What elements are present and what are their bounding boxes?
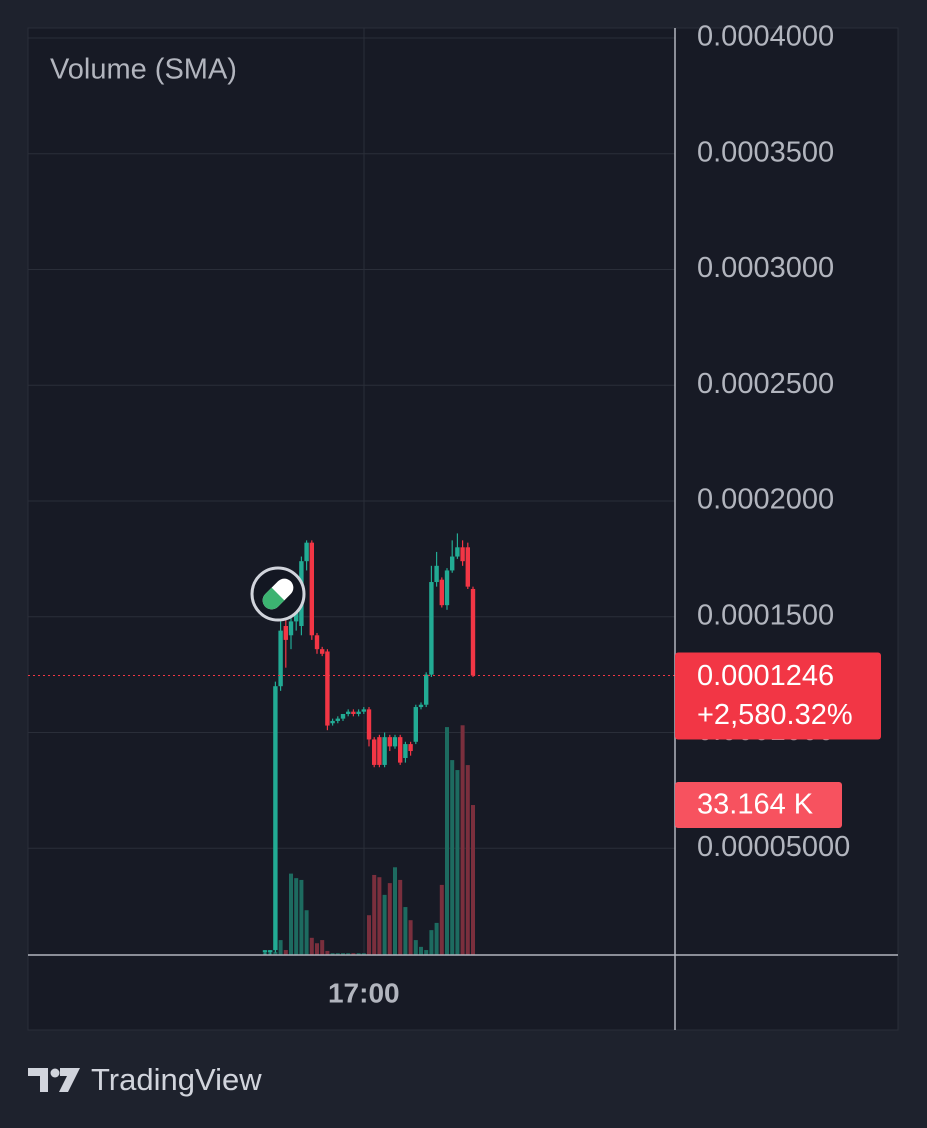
volume-bar xyxy=(356,953,361,955)
volume-bar xyxy=(299,879,304,955)
volume-bar xyxy=(419,946,423,955)
volume-bar xyxy=(351,953,356,955)
volume-bar xyxy=(471,805,475,955)
event-marker[interactable] xyxy=(250,566,306,622)
volume-label-box xyxy=(675,782,842,829)
candle-body xyxy=(361,709,366,712)
candle-body xyxy=(314,635,320,650)
volume-label: 33.164 K xyxy=(697,789,814,821)
y-tick-label: 0.0003500 xyxy=(697,136,834,168)
volume-bar xyxy=(278,940,283,955)
volume-bar xyxy=(387,883,392,955)
candle-body xyxy=(346,711,351,714)
volume-bar xyxy=(393,867,397,955)
candle-body xyxy=(351,711,356,714)
candle-body xyxy=(429,582,434,675)
candle-body xyxy=(325,651,330,726)
y-tick-label: 0.0002000 xyxy=(697,484,834,516)
volume-bar xyxy=(445,727,449,955)
volume-bar xyxy=(361,953,366,955)
volume-bar xyxy=(398,879,403,955)
watermark: TradingView xyxy=(28,1062,262,1097)
volume-bar xyxy=(450,760,455,955)
pill-icon xyxy=(262,578,294,610)
volume-bar xyxy=(330,953,335,955)
change-label: +2,580.32% xyxy=(697,699,853,731)
watermark-text: TradingView xyxy=(91,1062,262,1097)
volume-bar xyxy=(341,953,345,955)
indicator-label: Volume (SMA) xyxy=(50,54,237,86)
volume-bar xyxy=(304,910,309,955)
candle-body xyxy=(377,737,382,765)
volume-bar xyxy=(367,915,371,955)
candle-body xyxy=(413,707,418,742)
volume-bar xyxy=(403,907,408,955)
volume-bar xyxy=(335,953,340,955)
volume-bar xyxy=(346,953,351,955)
volume-bar xyxy=(289,873,293,955)
candle-body xyxy=(356,711,361,714)
candle-body xyxy=(398,737,403,763)
volume-bar xyxy=(413,940,418,955)
y-tick-label: 0.0002500 xyxy=(697,368,834,400)
candle-body xyxy=(320,649,325,654)
candle-body xyxy=(268,950,273,953)
candle-body xyxy=(372,739,377,765)
y-tick-label: 0.00005000 xyxy=(697,831,850,863)
volume-bar xyxy=(460,725,465,955)
candle-body xyxy=(450,556,455,571)
candle-body xyxy=(408,744,413,752)
candle-body xyxy=(444,570,450,606)
volume-bar xyxy=(434,922,439,955)
candle-body xyxy=(366,709,372,740)
volume-bar xyxy=(377,877,382,955)
candle-body xyxy=(304,542,309,562)
candle-body xyxy=(387,737,392,747)
volume-bar xyxy=(465,765,470,955)
candle-body xyxy=(335,718,340,721)
volume-bar xyxy=(320,940,325,955)
candle-body xyxy=(460,547,465,562)
candle-body xyxy=(439,579,444,606)
candle-body xyxy=(340,713,346,719)
volume-bar xyxy=(408,920,413,955)
y-tick-label: 0.0001500 xyxy=(697,599,834,631)
candle-body xyxy=(465,547,470,587)
candle-body xyxy=(455,547,460,557)
candle-body xyxy=(470,588,476,676)
candle-body xyxy=(418,704,424,708)
volume-bar xyxy=(424,950,429,955)
volume-bar xyxy=(429,930,434,955)
candle-body xyxy=(273,686,278,951)
volume-bar xyxy=(309,937,314,955)
volume-bar xyxy=(455,770,460,955)
x-tick-label: 17:00 xyxy=(328,977,400,1008)
y-tick-label: 0.0004000 xyxy=(697,21,834,53)
candle-body xyxy=(278,630,283,687)
volume-bar xyxy=(315,943,319,955)
candle-body xyxy=(403,744,408,758)
candle-body xyxy=(382,737,387,765)
price-label-box xyxy=(675,652,881,740)
candle-body xyxy=(392,737,398,747)
volume-bar xyxy=(325,950,330,955)
candle-body xyxy=(283,626,288,640)
candle-body xyxy=(330,720,335,724)
y-tick-label: 0.0003000 xyxy=(697,252,834,284)
candle-body xyxy=(424,674,429,705)
price-label: 0.0001246 xyxy=(697,660,834,692)
candle-body xyxy=(262,950,268,953)
candle-body xyxy=(309,542,314,636)
volume-bar xyxy=(382,894,387,955)
candle-body xyxy=(288,621,294,636)
volume-bar xyxy=(439,884,444,955)
candle-body xyxy=(434,565,439,583)
volume-bar xyxy=(283,950,288,955)
volume-bar xyxy=(273,951,278,955)
volume-bar xyxy=(372,874,377,955)
volume-bar xyxy=(294,878,299,955)
